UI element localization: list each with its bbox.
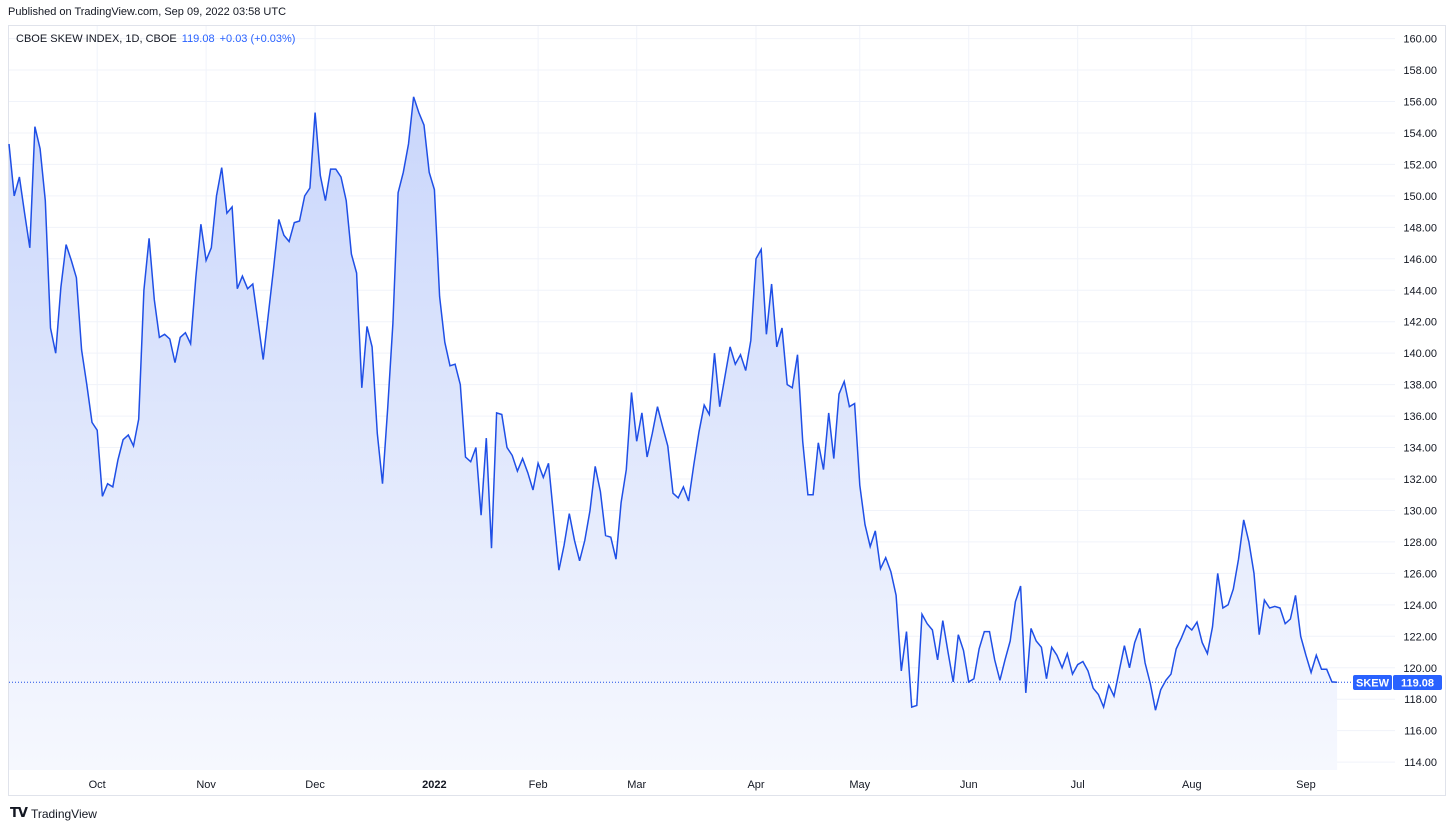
x-tick-label: Jul — [1071, 779, 1085, 791]
y-tick-label: 120.00 — [1403, 663, 1437, 675]
x-tick-label: Sep — [1296, 779, 1316, 791]
x-tick-label: Dec — [305, 779, 325, 791]
published-stamp: Published on TradingView.com, Sep 09, 20… — [8, 6, 287, 18]
y-tick-label: 128.00 — [1403, 537, 1437, 549]
y-tick-label: 130.00 — [1403, 505, 1437, 517]
y-tick-label: 140.00 — [1403, 348, 1437, 360]
chart-legend[interactable]: CBOE SKEW INDEX, 1D, CBOE 119.08 +0.03 (… — [16, 33, 295, 45]
y-tick-label: 142.00 — [1403, 317, 1437, 329]
y-tick-label: 144.00 — [1403, 285, 1437, 297]
y-tick-label: 134.00 — [1403, 443, 1437, 455]
y-tick-label: 158.00 — [1403, 65, 1437, 77]
legend-last-value: 119.08 — [181, 33, 215, 45]
y-tick-label: 146.00 — [1403, 254, 1437, 266]
y-tick-label: 118.00 — [1404, 694, 1437, 706]
y-tick-label: 136.00 — [1403, 411, 1437, 423]
x-tick-label: Feb — [529, 779, 548, 791]
chart-frame — [8, 25, 1446, 796]
y-tick-label: 156.00 — [1403, 97, 1437, 109]
brand-name: TradingView — [30, 806, 97, 821]
tradingview-logo-icon: TV — [10, 806, 28, 821]
x-tick-label: Mar — [627, 779, 646, 791]
x-tick-label: Apr — [747, 779, 764, 791]
y-tick-label: 114.00 — [1404, 757, 1437, 769]
y-tick-label: 150.00 — [1403, 191, 1437, 203]
last-price-badge: SKEW 119.08 — [1353, 675, 1442, 690]
y-tick-label: 160.00 — [1403, 34, 1437, 46]
y-tick-label: 124.00 — [1403, 600, 1437, 612]
y-tick-label: 154.00 — [1403, 128, 1437, 140]
y-tick-label: 138.00 — [1403, 380, 1437, 392]
x-tick-label: Oct — [89, 779, 106, 791]
x-tick-label: Nov — [196, 779, 216, 791]
legend-change: +0.03 (+0.03%) — [219, 33, 296, 45]
footer-branding[interactable]: TV TradingView — [10, 806, 97, 821]
y-axis[interactable]: 160.00 158.00 156.00 154.00 152.00 150.00 148.… — [1403, 34, 1437, 770]
ticker-tag-bg — [1353, 675, 1392, 690]
ticker-tag: SKEW — [1356, 678, 1390, 690]
y-tick-label: 126.00 — [1403, 568, 1437, 580]
y-tick-label: 152.00 — [1403, 159, 1437, 171]
x-tick-label: Jun — [960, 779, 978, 791]
x-axis[interactable]: Oct Nov Dec 2022 Feb Mar Apr May Jun Jul Aug Sep — [89, 779, 1316, 791]
price-tag: 119.08 — [1401, 678, 1434, 690]
series-area-fill — [9, 96, 1338, 771]
y-tick-label: 148.00 — [1403, 222, 1437, 234]
legend-symbol: CBOE SKEW INDEX, 1D, CBOE — [16, 33, 177, 45]
price-tag-bg — [1393, 675, 1442, 690]
x-tick-label: May — [849, 779, 870, 791]
y-tick-label: 132.00 — [1403, 474, 1437, 486]
y-tick-label: 116.00 — [1404, 726, 1437, 738]
y-tick-label: 122.00 — [1403, 631, 1437, 643]
x-tick-label: 2022 — [422, 779, 446, 791]
x-tick-label: Aug — [1182, 779, 1202, 791]
series-line-skew[interactable] — [8, 96, 1338, 711]
